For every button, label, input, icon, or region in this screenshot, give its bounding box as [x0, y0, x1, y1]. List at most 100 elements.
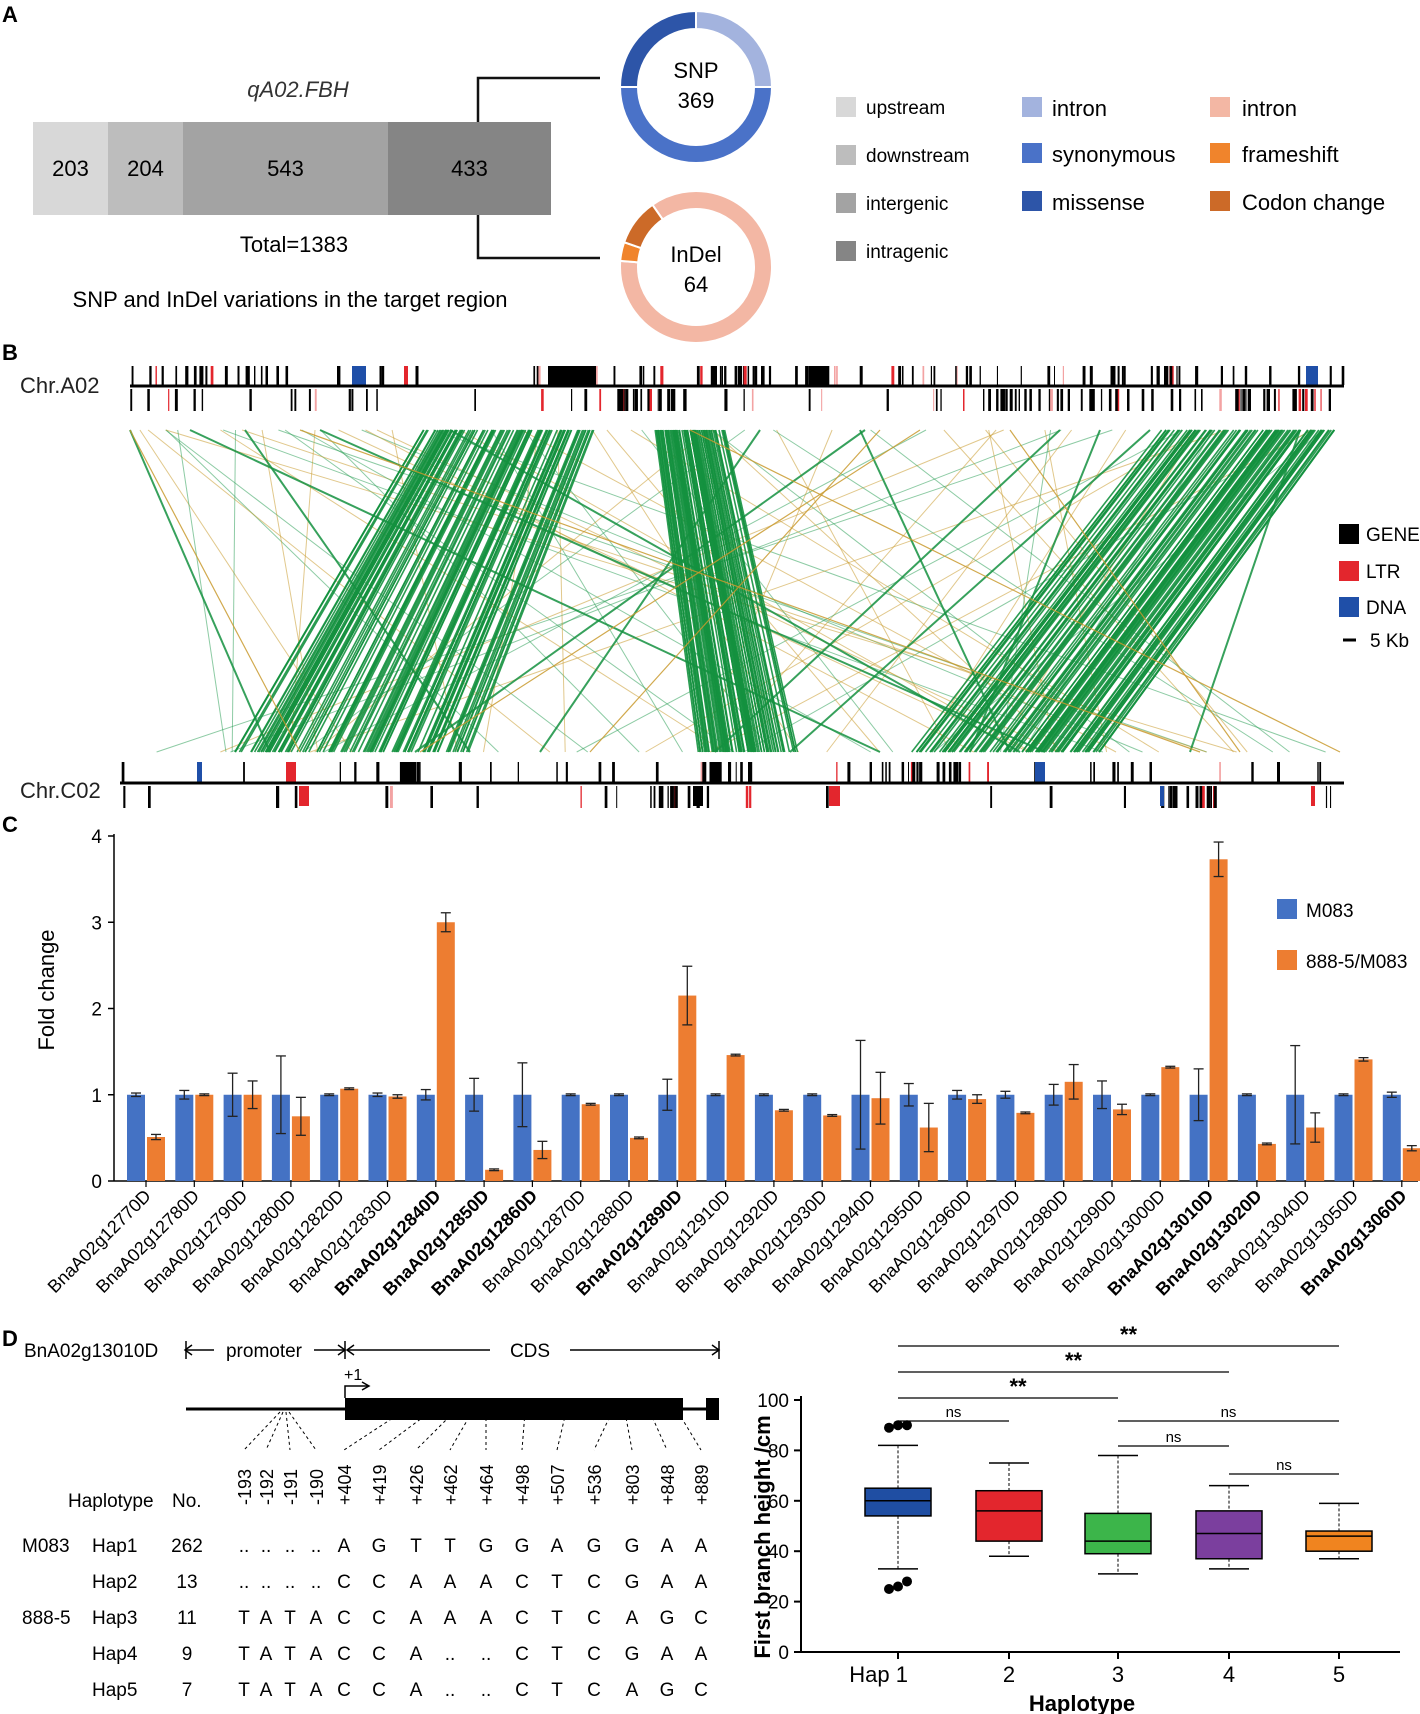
allele: A [480, 1608, 493, 1629]
track-feature [1091, 389, 1095, 411]
synteny-link [924, 429, 1175, 753]
bar-888-5-M083-BnaA02g13010D [1209, 859, 1228, 1181]
track-feature [979, 366, 981, 385]
synteny-link [705, 429, 772, 753]
track-feature [1277, 762, 1280, 782]
track-feature [1215, 786, 1217, 808]
track-feature [616, 786, 618, 808]
allele: A [310, 1680, 323, 1701]
synteny-link [376, 429, 1058, 753]
track-feature [1090, 762, 1092, 782]
synteny-link [696, 429, 759, 753]
synteny-link [718, 429, 791, 753]
panel-label-d: D [2, 1326, 18, 1351]
synteny-link [668, 429, 719, 753]
bar-M083-BnaA02g13060D [1382, 1094, 1401, 1181]
track-feature [1054, 366, 1055, 385]
legend-ltr-swatch [1339, 561, 1359, 581]
track-feature [728, 762, 731, 782]
synteny-link [938, 429, 1188, 753]
indel-donut [619, 190, 773, 344]
synteny-link [327, 429, 493, 753]
allele: T [238, 1608, 250, 1629]
legend-indel-intron-swatch [1210, 97, 1230, 117]
track-feature [738, 366, 740, 385]
indel-donut-title: InDel [670, 242, 721, 267]
bar-888-5-M083-BnaA02g12870D [581, 1104, 600, 1181]
allele: C [372, 1572, 386, 1593]
track-feature [1024, 389, 1026, 411]
track-feature [226, 366, 228, 385]
bar-888-5-M083-BnaA02g12780D [195, 1094, 214, 1181]
synteny-link [310, 429, 1227, 753]
track-feature [820, 366, 823, 385]
synteny-link [1081, 429, 1320, 753]
legend-888-swatch [1277, 950, 1297, 970]
bar-M083-BnaA02g13010D [1189, 1094, 1208, 1181]
track-feature [612, 762, 615, 782]
track-feature [761, 366, 764, 385]
box-4 [1195, 1510, 1263, 1560]
track-feature [881, 762, 884, 782]
track-feature [1121, 366, 1124, 385]
synteny-link [870, 429, 1290, 753]
bar-M083-BnaA02g13050D [1334, 1094, 1353, 1181]
allele: T [551, 1572, 563, 1593]
track-feature [199, 366, 202, 385]
track-feature [751, 389, 754, 411]
track-feature [821, 389, 823, 411]
exon-1 [345, 1398, 683, 1420]
track-feature [958, 762, 962, 782]
y-tick-label: 2 [91, 1000, 102, 1021]
track-feature [808, 366, 811, 385]
synteny-link [289, 429, 316, 753]
synteny-link [1062, 429, 1302, 753]
bar-888-5-M083-BnaA02g12970D [1016, 1112, 1035, 1181]
synteny-link [959, 429, 1208, 753]
track-feature [245, 366, 248, 385]
track-feature [1206, 786, 1210, 808]
position-label: +404 [335, 1464, 355, 1505]
allele: A [551, 1536, 564, 1557]
track-feature [935, 389, 938, 411]
track-feature [1089, 389, 1091, 411]
bar-888-5-M083-BnaA02g12880D [630, 1137, 648, 1181]
track-feature [1278, 389, 1280, 411]
track-feature [658, 786, 662, 808]
position-label: +536 [585, 1464, 605, 1505]
synteny-link [365, 429, 521, 753]
synteny-link [678, 429, 734, 753]
synteny-link [684, 429, 742, 753]
synteny-link [1015, 429, 1259, 753]
track-feature [724, 366, 726, 385]
bar-888-5-M083-BnaA02g13050D [1354, 1059, 1373, 1181]
allele: A [661, 1536, 674, 1557]
synteny-link [231, 429, 236, 753]
track-feature [276, 786, 280, 808]
track-feature [1112, 366, 1116, 385]
position-guide [288, 1411, 317, 1451]
track-feature [201, 366, 204, 385]
panel-d-gene-structure: BnA02g13010D promoter CDS +1 Haplotype N… [22, 1341, 721, 1701]
synteny-link [319, 429, 1046, 753]
exon-2 [706, 1398, 719, 1420]
synteny-link [1028, 429, 1271, 753]
track-feature [1080, 389, 1083, 411]
track-feature [940, 389, 942, 411]
synteny-link [683, 429, 741, 753]
synteny-link [539, 429, 761, 753]
track-feature [415, 366, 419, 385]
track-feature [912, 762, 916, 782]
boxplot-x-tick-label: 3 [1112, 1662, 1124, 1687]
synteny-link [318, 429, 486, 753]
legend-indel-Codon-change-label: Codon change [1242, 190, 1385, 215]
track-feature [683, 389, 687, 411]
track-feature [147, 389, 150, 411]
track-feature [825, 366, 828, 385]
track-feature [824, 366, 827, 385]
allele: G [660, 1680, 675, 1701]
synteny-link [139, 429, 353, 753]
synteny-link [953, 429, 1201, 753]
track-feature [168, 389, 170, 411]
boxplot-x-tick-label: 4 [1223, 1662, 1235, 1687]
